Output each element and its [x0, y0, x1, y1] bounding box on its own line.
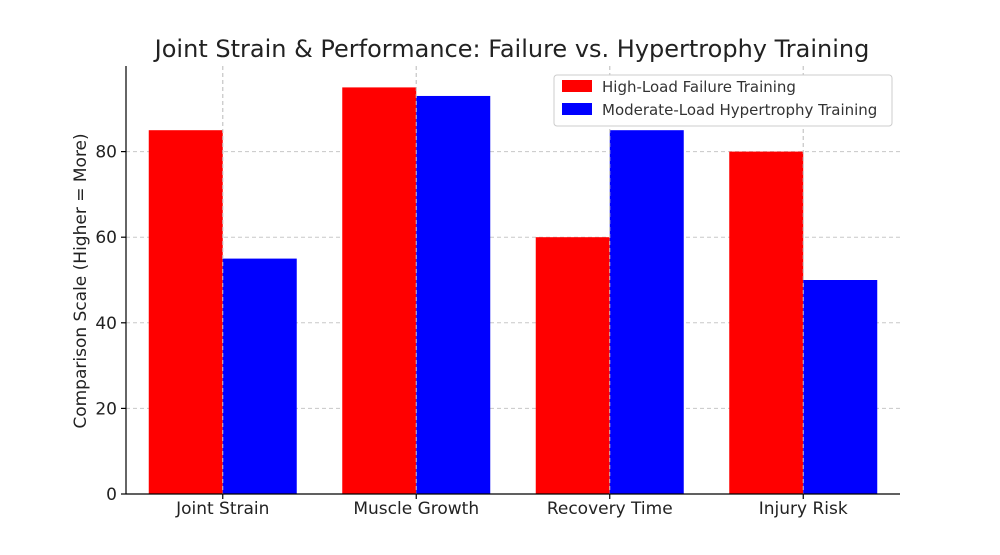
y-tick-label: 60: [95, 228, 117, 248]
legend: High-Load Failure Training Moderate-Load …: [553, 74, 893, 127]
legend-swatch: [562, 80, 592, 92]
bar-failure: [148, 130, 223, 494]
bar-hypertrophy: [222, 258, 297, 494]
bar-failure: [729, 151, 804, 494]
legend-label: High-Load Failure Training: [602, 78, 796, 96]
x-tick-label: Joint Strain: [175, 499, 269, 519]
legend-label: Moderate-Load Hypertrophy Training: [602, 101, 877, 119]
bar-hypertrophy: [609, 130, 684, 494]
bar-failure: [535, 237, 610, 494]
y-tick-label: 40: [95, 314, 117, 334]
bar-hypertrophy: [803, 280, 878, 494]
bar-failure: [342, 87, 417, 495]
bar-hypertrophy: [416, 95, 491, 495]
chart-title: Joint Strain & Performance: Failure vs. …: [153, 35, 870, 63]
x-tick-label: Injury Risk: [759, 499, 848, 519]
y-tick-label: 80: [95, 143, 117, 163]
y-axis-label: Comparison Scale (Higher = More): [71, 133, 91, 428]
y-tick-labels: 0 20 40 60 80: [95, 143, 117, 505]
x-tick-label: Muscle Growth: [353, 499, 479, 519]
y-tick-label: 0: [106, 485, 117, 505]
bars: [148, 66, 878, 495]
legend-swatch: [562, 103, 592, 115]
x-tick-label: Recovery Time: [547, 499, 673, 519]
axes: [121, 66, 900, 499]
legend-box: [553, 74, 893, 127]
x-tick-labels: Joint Strain Muscle Growth Recovery Time In…: [175, 499, 848, 519]
y-tick-label: 20: [95, 399, 117, 419]
